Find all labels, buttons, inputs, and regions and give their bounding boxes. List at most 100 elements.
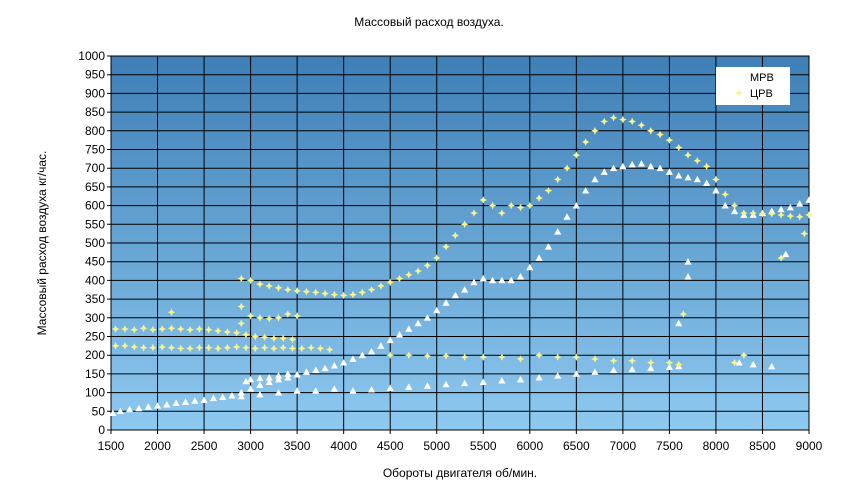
x-tick-label: 3500 <box>284 439 311 453</box>
mrv-point <box>405 383 413 390</box>
mrv-point <box>777 205 785 213</box>
mrv-point <box>442 299 450 306</box>
crv-point <box>535 351 543 359</box>
mrv-point <box>730 207 739 215</box>
mrv-point <box>321 364 329 372</box>
mrv-point <box>293 387 301 394</box>
mrv-point <box>535 254 543 261</box>
crv-point <box>251 332 260 341</box>
crv-point <box>237 319 246 328</box>
crv-point <box>395 274 404 283</box>
crv-point <box>712 175 720 184</box>
crv-point <box>628 357 636 365</box>
crv-point <box>460 353 469 361</box>
crv-point <box>600 117 609 126</box>
crv-point <box>405 351 413 359</box>
crv-point <box>242 330 250 339</box>
mrv-point <box>377 342 385 349</box>
mrv-point <box>237 389 245 396</box>
crv-point <box>158 325 166 333</box>
crv-point <box>535 194 543 202</box>
crv-point <box>204 343 213 352</box>
mrv-point <box>768 362 776 370</box>
mrv-point <box>656 164 664 172</box>
mrv-point <box>256 374 264 382</box>
crv-point <box>214 327 222 335</box>
y-tick-label: 950 <box>85 68 105 82</box>
crv-point <box>186 344 194 353</box>
y-tick-label: 550 <box>85 217 105 231</box>
mrv-point <box>153 402 162 409</box>
mrv-point <box>684 173 692 181</box>
mrv-point <box>684 258 692 265</box>
crv-point <box>507 201 515 210</box>
mrv-point <box>116 407 124 415</box>
crv-point <box>111 325 120 333</box>
crv-point <box>237 274 246 283</box>
crv-point <box>591 127 599 135</box>
crv-point <box>730 358 739 367</box>
mrv-point <box>442 380 450 388</box>
crv-point <box>214 344 222 353</box>
y-tick-label: 600 <box>85 199 105 213</box>
crv-point <box>251 344 260 353</box>
data-points <box>109 113 813 417</box>
x-tick-label: 3000 <box>237 439 264 453</box>
crv-point <box>800 229 809 238</box>
crv-point <box>121 342 129 350</box>
crv-point <box>656 130 664 139</box>
mrv-point <box>628 365 636 373</box>
crv-point <box>414 267 422 275</box>
legend-marker-crv <box>735 89 743 97</box>
x-tick-label: 4000 <box>330 439 357 453</box>
axis-ticks: 1500 2000 2500 3000 3500 4000 4500 5000 5500 6000… <box>78 49 822 453</box>
crv-point <box>139 324 148 333</box>
crv-point <box>749 209 757 217</box>
mrv-point <box>703 179 711 187</box>
mrv-point <box>423 314 432 321</box>
crv-point <box>619 115 627 124</box>
mrv-point <box>367 347 376 355</box>
crv-point <box>330 290 339 299</box>
crv-point <box>386 278 394 287</box>
crv-point <box>805 211 813 219</box>
crv-point <box>302 287 311 296</box>
y-tick-label: 450 <box>85 255 105 269</box>
mrv-point <box>330 385 338 392</box>
crv-point <box>767 210 776 218</box>
y-tick-label: 50 <box>92 404 106 418</box>
y-tick-label: 300 <box>85 311 105 325</box>
crv-point <box>721 190 730 199</box>
mrv-point <box>349 355 357 362</box>
mrv-point <box>609 366 618 374</box>
crv-point <box>646 127 655 135</box>
crv-point <box>288 335 297 344</box>
mrv-point <box>386 336 394 344</box>
crv-point <box>377 282 385 290</box>
y-tick-label: 250 <box>85 330 105 344</box>
mrv-point <box>675 172 683 179</box>
mrv-point <box>340 359 348 366</box>
crv-point <box>204 325 213 334</box>
crv-point <box>572 353 581 361</box>
mrv-point <box>572 202 580 209</box>
legend-label-crv: ЦРВ <box>750 88 773 100</box>
crv-point <box>488 201 497 210</box>
crv-point <box>679 310 688 318</box>
mrv-point <box>665 363 673 371</box>
crv-point <box>288 344 297 353</box>
crv-point <box>405 270 413 279</box>
crv-point <box>284 285 292 294</box>
x-tick-label: 2000 <box>144 439 171 453</box>
crv-point <box>423 261 432 270</box>
mrv-point <box>349 387 357 394</box>
crv-point <box>553 175 562 184</box>
mrv-point <box>600 168 608 175</box>
crv-point <box>386 351 394 359</box>
crv-point <box>702 162 711 171</box>
mrv-point <box>386 384 394 391</box>
crv-point <box>572 151 581 159</box>
crv-point <box>167 324 176 333</box>
mrv-point <box>488 276 497 284</box>
